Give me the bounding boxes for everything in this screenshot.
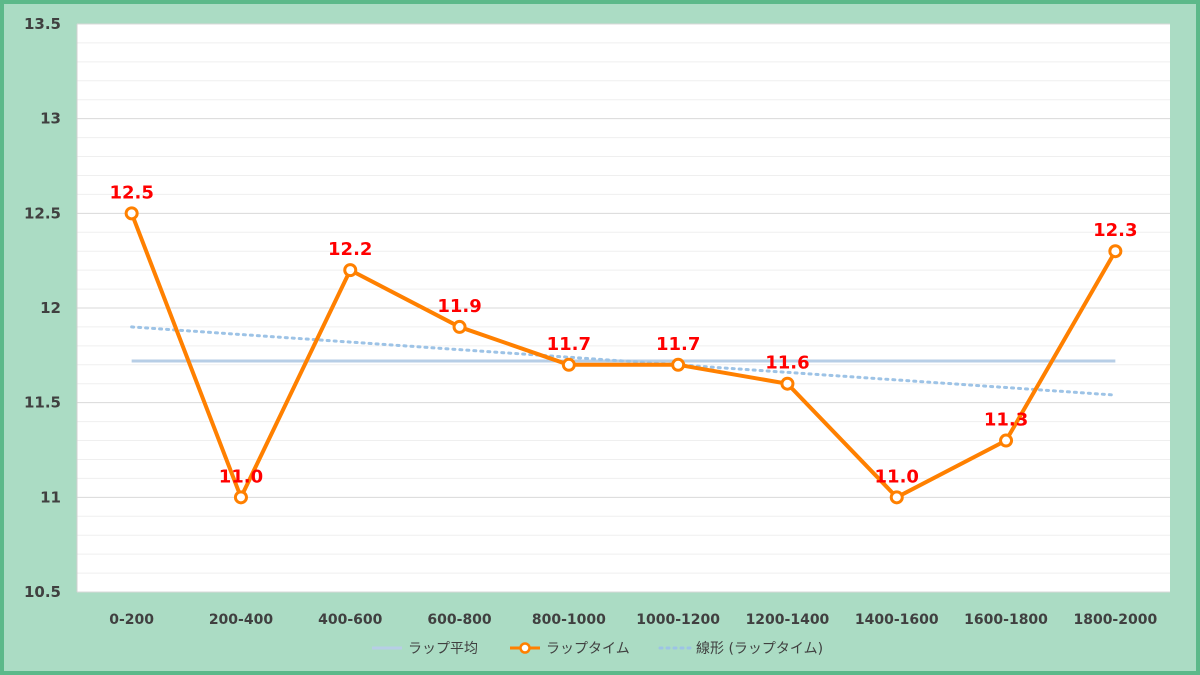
data-label: 12.3 xyxy=(1093,220,1137,241)
legend-marker xyxy=(519,642,531,654)
data-point xyxy=(1108,244,1123,259)
data-point xyxy=(889,490,904,505)
legend-label: ラップタイム xyxy=(546,641,630,657)
x-tick-label: 1200-1400 xyxy=(746,612,830,628)
data-labels: 12.5 11.0 12.2 11.9 11.7 11.7 11.6 11.0 11.3 12.3 xyxy=(109,182,1137,487)
data-label: 11.7 xyxy=(547,334,591,355)
data-point xyxy=(999,433,1014,448)
x-tick-label: 0-200 xyxy=(109,612,154,628)
data-point xyxy=(452,319,467,334)
data-point xyxy=(124,206,139,221)
x-tick-label: 1600-1800 xyxy=(964,612,1048,628)
legend-label: 線形 (ラップタイム) xyxy=(696,641,823,657)
legend-label: ラップ平均 xyxy=(408,641,478,657)
x-tick-label: 200-400 xyxy=(209,612,274,628)
data-label: 11.6 xyxy=(765,353,809,374)
data-label: 11.3 xyxy=(984,410,1028,431)
legend-item: ラップ平均 xyxy=(372,641,478,657)
x-tick-label: 1400-1600 xyxy=(855,612,939,628)
data-label: 11.0 xyxy=(219,466,263,487)
data-label: 11.7 xyxy=(656,334,700,355)
data-label: 12.5 xyxy=(109,182,153,203)
y-tick-label: 11.5 xyxy=(24,394,61,412)
series-layer xyxy=(124,206,1123,505)
data-point xyxy=(561,357,576,372)
data-point xyxy=(671,357,686,372)
x-tick-label: 1000-1200 xyxy=(636,612,720,628)
legend-item: ラップタイム xyxy=(510,641,630,657)
y-tick-label: 12 xyxy=(40,299,61,317)
y-tick-label: 13.5 xyxy=(24,15,61,33)
y-tick-label: 10.5 xyxy=(24,583,61,601)
data-point xyxy=(343,263,358,278)
legend-item: 線形 (ラップタイム) xyxy=(658,641,823,657)
data-label: 11.9 xyxy=(437,296,481,317)
series-line-lap-time xyxy=(129,212,1118,500)
x-tick-label: 400-600 xyxy=(318,612,383,628)
y-tick-label: 11 xyxy=(40,488,61,506)
x-tick-label: 600-800 xyxy=(427,612,492,628)
y-axis: 10.5 11 11.5 12 12.5 13 13.5 xyxy=(24,15,61,601)
data-label: 11.0 xyxy=(875,466,919,487)
y-tick-label: 13 xyxy=(40,110,61,128)
series-line-trend xyxy=(130,325,1117,397)
y-tick-label: 12.5 xyxy=(24,204,61,222)
gridlines xyxy=(77,23,1170,593)
x-tick-label: 800-1000 xyxy=(532,612,606,628)
x-tick-label: 1800-2000 xyxy=(1073,612,1157,628)
x-axis: 0-200 200-400 400-600 600-800 800-1000 1000-1… xyxy=(109,612,1157,628)
data-point xyxy=(233,490,248,505)
data-label: 12.2 xyxy=(328,239,372,260)
data-point xyxy=(780,376,795,391)
legend: ラップ平均 ラップタイム 線形 (ラップタイム) xyxy=(372,641,823,657)
